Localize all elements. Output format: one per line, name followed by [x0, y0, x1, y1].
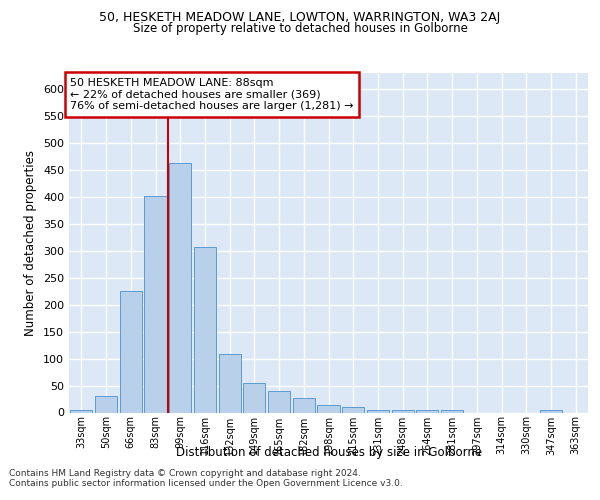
- Bar: [194, 247, 216, 412]
- Bar: [342, 406, 364, 412]
- Bar: [169, 163, 191, 412]
- Bar: [218, 354, 241, 412]
- Bar: [243, 383, 265, 412]
- Bar: [367, 410, 389, 412]
- Bar: [293, 398, 315, 412]
- Text: Contains public sector information licensed under the Open Government Licence v3: Contains public sector information licen…: [9, 479, 403, 488]
- Bar: [416, 410, 439, 412]
- Text: Contains HM Land Registry data © Crown copyright and database right 2024.: Contains HM Land Registry data © Crown c…: [9, 469, 361, 478]
- Bar: [441, 410, 463, 412]
- Bar: [268, 391, 290, 412]
- Bar: [317, 406, 340, 412]
- Bar: [392, 410, 414, 412]
- Bar: [540, 410, 562, 412]
- Text: 50, HESKETH MEADOW LANE, LOWTON, WARRINGTON, WA3 2AJ: 50, HESKETH MEADOW LANE, LOWTON, WARRING…: [100, 11, 500, 24]
- Y-axis label: Number of detached properties: Number of detached properties: [25, 150, 37, 336]
- Bar: [145, 196, 167, 412]
- Text: Distribution of detached houses by size in Golborne: Distribution of detached houses by size …: [176, 446, 482, 459]
- Text: Size of property relative to detached houses in Golborne: Size of property relative to detached ho…: [133, 22, 467, 35]
- Bar: [119, 291, 142, 412]
- Text: 50 HESKETH MEADOW LANE: 88sqm
← 22% of detached houses are smaller (369)
76% of : 50 HESKETH MEADOW LANE: 88sqm ← 22% of d…: [70, 78, 354, 111]
- Bar: [70, 410, 92, 412]
- Bar: [95, 396, 117, 412]
